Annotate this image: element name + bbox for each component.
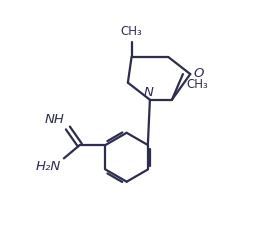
Text: N: N — [144, 86, 154, 99]
Text: NH: NH — [45, 112, 65, 125]
Text: O: O — [194, 67, 204, 80]
Text: H₂N: H₂N — [36, 160, 61, 173]
Text: CH₃: CH₃ — [187, 78, 208, 92]
Text: CH₃: CH₃ — [121, 25, 142, 38]
